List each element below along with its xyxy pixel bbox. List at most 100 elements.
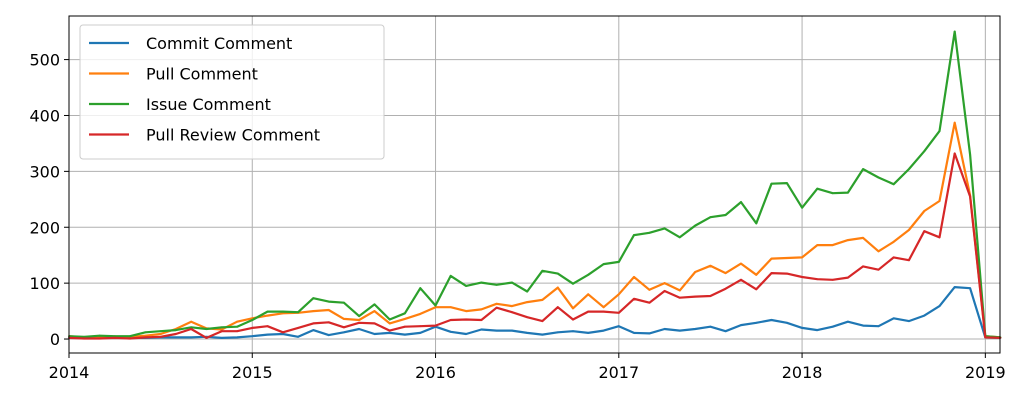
- data-point: [358, 319, 360, 321]
- data-point: [159, 335, 162, 338]
- data-point: [465, 310, 467, 312]
- series-line-commit-comment: [68, 286, 1001, 339]
- data-point: [678, 296, 681, 299]
- data-point: [801, 327, 803, 329]
- data-point: [724, 272, 727, 274]
- data-point: [969, 195, 971, 198]
- data-point: [617, 325, 620, 328]
- axis-ticks: 2014 2015 2016 2017 2018 2019 0 100 200 300 400 500: [29, 51, 1005, 382]
- data-point: [953, 121, 956, 124]
- data-point: [892, 317, 895, 320]
- data-point: [984, 336, 987, 339]
- data-point: [526, 332, 529, 334]
- data-point: [174, 336, 177, 339]
- data-point: [511, 329, 513, 332]
- x-tick-label: 2015: [232, 363, 273, 382]
- data-point: [694, 224, 697, 227]
- data-point: [174, 333, 177, 335]
- series-line-issue-comment: [68, 30, 1001, 339]
- data-point: [358, 315, 360, 317]
- data-point: [129, 337, 131, 340]
- y-tick-label: 400: [29, 106, 60, 125]
- x-tick-label: 2016: [415, 363, 456, 382]
- data-point: [969, 153, 971, 156]
- data-point: [556, 286, 559, 289]
- data-point: [724, 287, 727, 290]
- data-point: [801, 256, 803, 259]
- data-point: [404, 325, 406, 328]
- data-point: [190, 336, 193, 339]
- data-point: [770, 272, 773, 274]
- data-point: [373, 310, 376, 312]
- data-point: [511, 281, 513, 284]
- data-point: [358, 321, 360, 324]
- data-point: [831, 244, 834, 247]
- data-point: [709, 264, 712, 267]
- data-point: [526, 290, 529, 293]
- data-point: [526, 301, 529, 303]
- data-point: [98, 337, 101, 340]
- data-point: [938, 305, 941, 307]
- data-point: [786, 321, 788, 324]
- data-point: [556, 272, 559, 275]
- data-point: [343, 301, 345, 304]
- data-point: [220, 326, 223, 329]
- data-point: [419, 287, 422, 290]
- data-point: [786, 182, 788, 185]
- data-point: [495, 306, 498, 309]
- data-point: [862, 324, 864, 327]
- data-point: [266, 333, 269, 336]
- data-point: [969, 287, 971, 290]
- data-point: [113, 335, 116, 338]
- data-point: [953, 152, 956, 155]
- data-point: [282, 312, 284, 315]
- data-point: [312, 322, 315, 325]
- plot-frame: [68, 15, 1001, 354]
- legend-label-commit-comment: Commit Comment: [146, 34, 292, 53]
- data-point: [205, 328, 208, 330]
- y-tick-label: 500: [29, 51, 60, 70]
- data-point: [602, 263, 605, 265]
- data-point: [373, 322, 376, 325]
- data-point: [480, 319, 483, 321]
- data-point: [755, 288, 758, 291]
- data-point: [648, 288, 651, 291]
- data-point: [908, 229, 910, 231]
- data-point: [327, 300, 330, 303]
- data-point: [755, 321, 758, 324]
- y-tick-label: 200: [29, 218, 60, 237]
- data-point: [740, 278, 742, 281]
- data-point: [266, 314, 269, 317]
- data-point: [541, 333, 544, 336]
- data-point: [343, 326, 345, 329]
- data-point: [495, 329, 498, 332]
- legend-label-pull-review-comment: Pull Review Comment: [146, 126, 320, 145]
- data-point: [556, 331, 559, 334]
- data-point: [755, 222, 758, 225]
- data-point: [938, 200, 941, 202]
- data-point: [862, 168, 864, 171]
- data-point: [312, 310, 315, 312]
- data-point: [770, 319, 773, 321]
- data-point: [694, 328, 697, 330]
- data-point: [434, 324, 437, 327]
- data-point: [251, 335, 254, 338]
- data-point: [480, 281, 483, 284]
- data-point: [419, 325, 422, 328]
- data-point: [678, 236, 681, 239]
- data-point: [297, 311, 299, 314]
- data-point: [465, 333, 467, 335]
- series-pull-review-comment: [68, 152, 1002, 340]
- data-point: [633, 234, 635, 237]
- y-tick-label: 100: [29, 274, 60, 293]
- data-point: [251, 319, 254, 321]
- legend-label-issue-comment: Issue Comment: [146, 95, 271, 114]
- data-point: [159, 330, 162, 333]
- data-point: [801, 276, 803, 278]
- data-point: [617, 311, 620, 314]
- data-point: [388, 322, 391, 325]
- x-tick-label: 2014: [49, 363, 90, 382]
- data-point: [847, 320, 849, 323]
- data-point: [709, 325, 712, 328]
